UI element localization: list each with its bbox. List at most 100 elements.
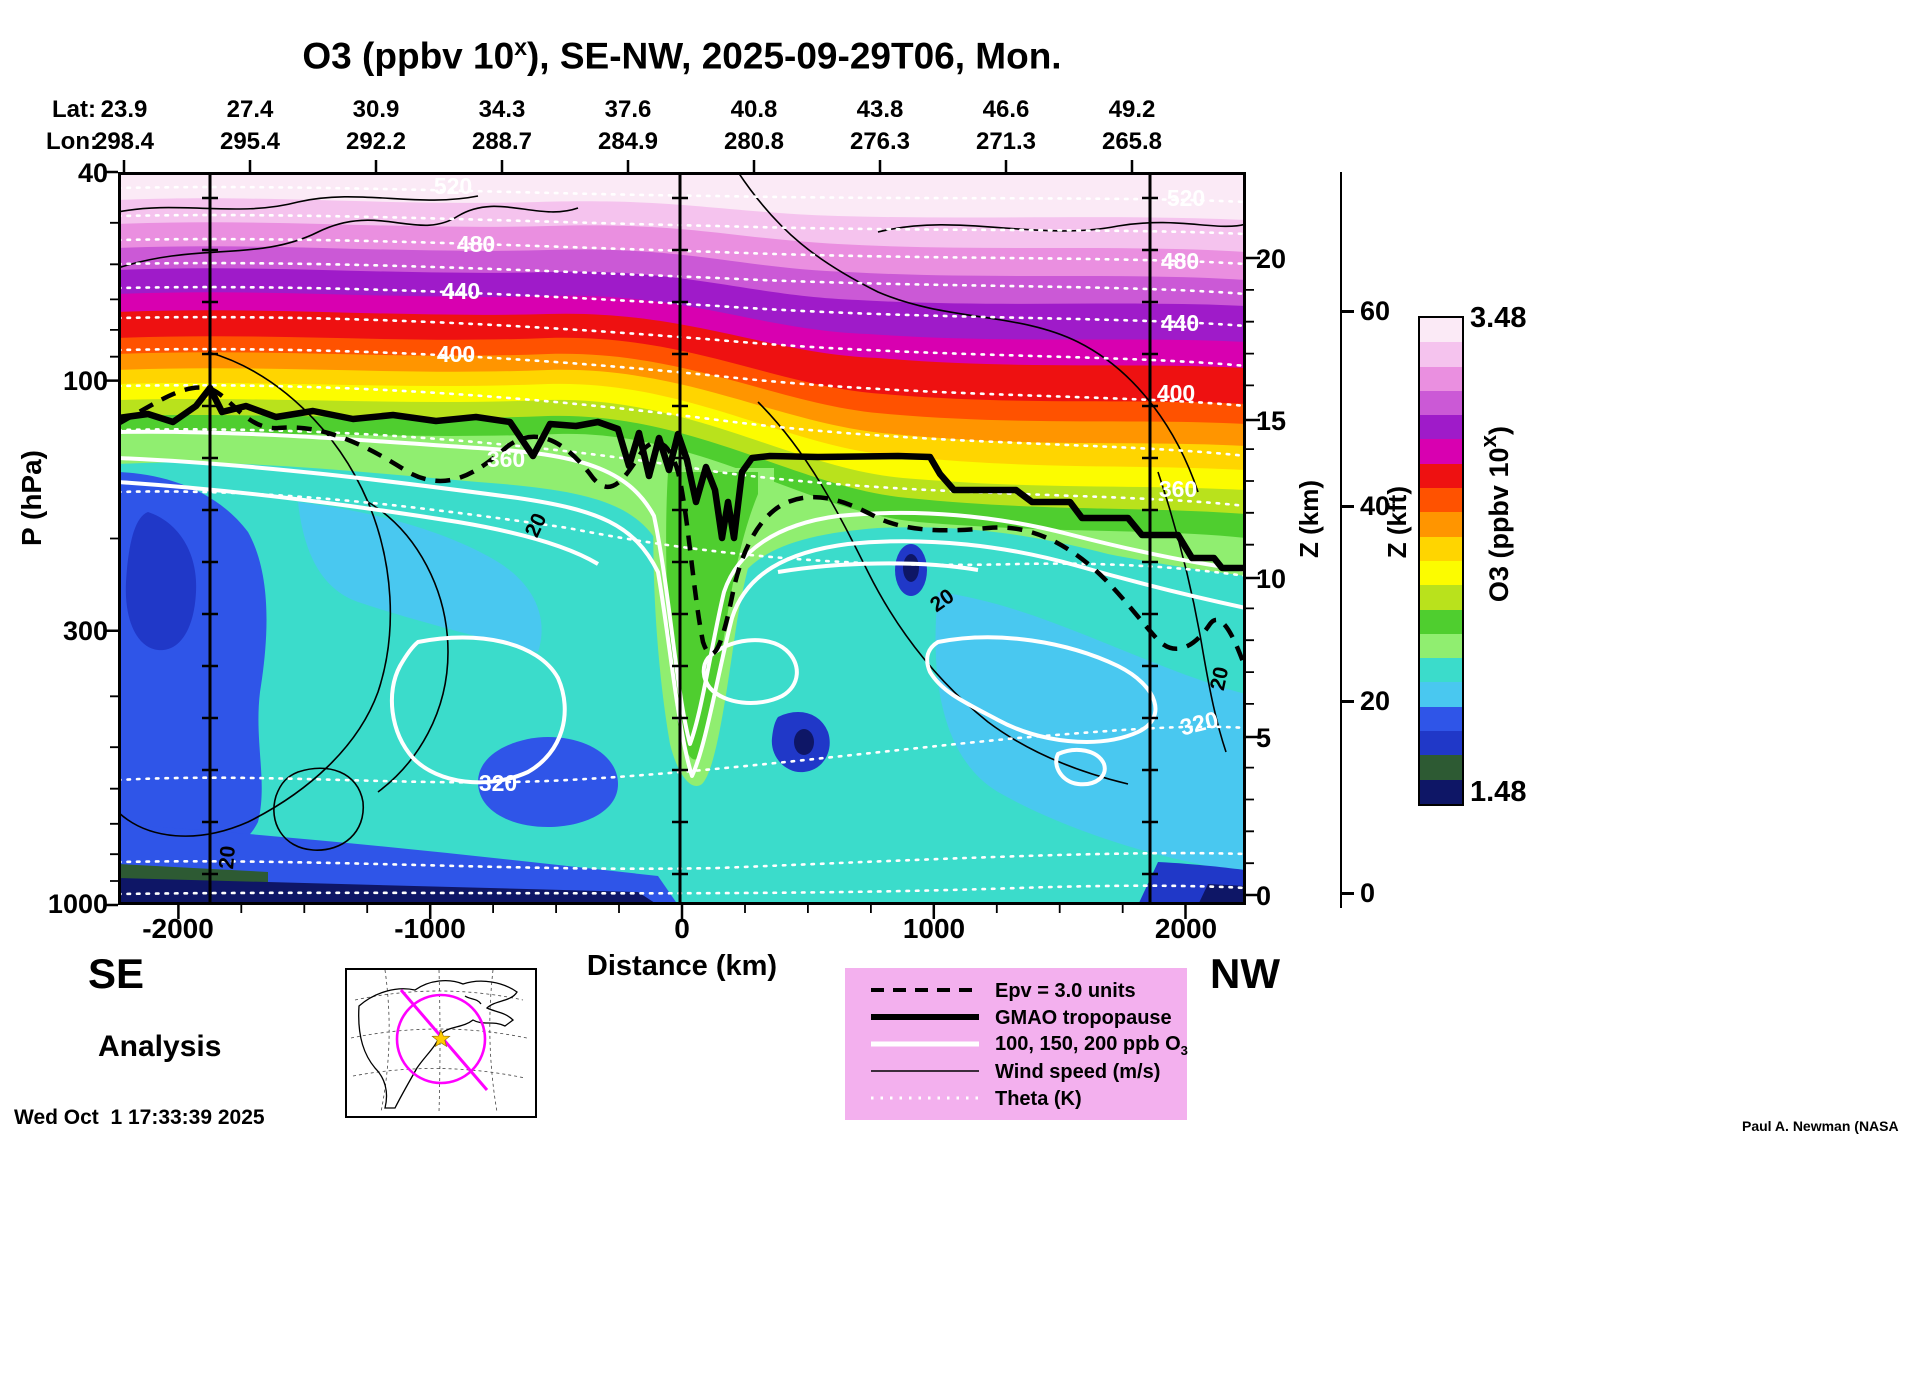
corner-se-label: SE (88, 950, 145, 997)
zkft-tick: 40 (1360, 491, 1391, 521)
colorbar-swatch (1420, 488, 1462, 513)
epv-line-sample-icon (869, 983, 981, 1001)
colorbar-swatch (1420, 755, 1462, 780)
theta-label-480: 480 (457, 231, 495, 257)
colorbar-swatch (1420, 585, 1462, 610)
lat-value: 37.6 (604, 96, 652, 123)
o3-contours (118, 429, 1246, 787)
pressure-tick: 300 (62, 616, 108, 646)
lon-value: 295.4 (219, 128, 281, 155)
colorbar-swatch (1420, 560, 1462, 586)
colorbar-swatch (1420, 633, 1462, 659)
map-coastline (358, 979, 518, 1109)
lon-value: 271.3 (975, 128, 1037, 155)
map-location-star-icon (431, 1029, 451, 1048)
colorbar-label-post: ) (1484, 426, 1514, 435)
theta-label-400: 400 (437, 341, 475, 367)
cross-section-plot: 520 520 480 480 440 440 400 400 360 360 … (104, 160, 1260, 919)
epv-contour-line (118, 385, 1246, 671)
colorbar-swatch (1420, 779, 1462, 804)
lon-value: 292.2 (345, 128, 407, 155)
colorbar-label-sup: x (1476, 435, 1501, 448)
colorbar-label-pre: O3 (ppbv 10 (1484, 447, 1514, 603)
tropopause-line-sample-icon (869, 1010, 981, 1028)
pressure-tick: 1000 (47, 889, 108, 919)
tropopause-line (118, 384, 1246, 572)
wind-label-20: 20 (215, 845, 240, 870)
theta-label-520: 520 (1167, 185, 1205, 211)
lon-value: 298.4 (93, 128, 155, 155)
contour-fill-layer (118, 172, 1246, 905)
colorbar-swatch (1420, 682, 1462, 707)
wind-label-20: 20 (1206, 665, 1233, 693)
zkm-tick: 15 (1256, 406, 1287, 436)
pressure-tick: 40 (77, 158, 108, 188)
legend-label-wind: Wind speed (m/s) (995, 1061, 1161, 1083)
zkft-tick-mark (1342, 700, 1354, 703)
colorbar-swatch (1420, 415, 1462, 440)
legend-row-tropopause: GMAO tropopause (845, 1005, 1187, 1032)
lon-value: 284.9 (597, 128, 659, 155)
timestamp: Wed Oct 1 17:33:39 2025 (14, 1106, 265, 1129)
lon-row-label: Lon: (46, 128, 98, 155)
zkm-axis-label: Z (km) (1294, 480, 1324, 558)
zkm-tick: 5 (1256, 723, 1272, 753)
lon-value: 276.3 (849, 128, 911, 155)
colorbar-swatch (1420, 390, 1462, 416)
theta-label-400: 400 (1157, 380, 1195, 406)
colorbar-swatch (1420, 463, 1462, 489)
colorbar-swatch (1420, 609, 1462, 634)
legend-label-tropopause: GMAO tropopause (995, 1007, 1172, 1029)
pressure-axis-label: P (hPa) (16, 450, 47, 546)
credit: Paul A. Newman (NASA (1742, 1118, 1899, 1134)
zkft-tick-mark (1342, 892, 1354, 895)
page-title: O3 (ppbv 10x), SE-NW, 2025-09-29T06, Mon… (118, 34, 1246, 77)
lon-value: 280.8 (723, 128, 785, 155)
zkft-axis-label: Z (kft) (1382, 486, 1412, 559)
wind-line-sample-icon (869, 1064, 981, 1082)
colorbar-label: O3 (ppbv 10x) (1476, 426, 1515, 602)
zkm-tick: 10 (1256, 564, 1287, 594)
legend-label-epv: Epv = 3.0 units (995, 980, 1136, 1002)
zkft-tick: 20 (1360, 686, 1391, 716)
distance-tick: 0 (674, 913, 690, 944)
zkft-axis-line (1340, 172, 1342, 908)
lat-value: 34.3 (478, 96, 526, 123)
legend-row-theta: Theta (K) (845, 1086, 1187, 1113)
zkm-tick: 20 (1256, 244, 1287, 274)
legend-row-o3-contours: 100, 150, 200 ppb O3 (845, 1032, 1188, 1059)
zkft-tick: 0 (1360, 878, 1376, 908)
theta-label-440: 440 (1161, 310, 1199, 336)
colorbar-swatch (1420, 366, 1462, 391)
map-graticule (350, 969, 528, 1113)
lat-value: 49.2 (1108, 96, 1156, 123)
legend-label-o3-sub: 3 (1180, 1043, 1188, 1058)
lat-value: 30.9 (352, 96, 400, 123)
zkft-tick-mark (1342, 310, 1354, 313)
colorbar-swatches (1418, 316, 1464, 806)
colorbar-swatch (1420, 658, 1462, 683)
lat-value: 23.9 (100, 96, 148, 123)
lat-value: 40.8 (730, 96, 778, 123)
theta-label-520: 520 (434, 173, 472, 199)
colorbar-swatch (1420, 318, 1462, 343)
zkft-tick: 60 (1360, 296, 1391, 326)
colorbar-max: 3.48 (1470, 302, 1527, 334)
colorbar-swatch (1420, 731, 1462, 756)
plot-frame (104, 160, 1260, 919)
theta-label-360: 360 (1159, 476, 1197, 502)
lon-value: 265.8 (1101, 128, 1163, 155)
lon-row: Lon: 298.4 295.4 292.2 288.7 284.9 280.8… (0, 128, 1926, 158)
legend-row-wind: Wind speed (m/s) (845, 1059, 1187, 1086)
colorbar-swatch (1420, 512, 1462, 537)
lat-row: Lat: 23.9 27.4 30.9 34.3 37.6 40.8 43.8 … (0, 96, 1926, 126)
analysis-label: Analysis (98, 1030, 222, 1063)
lat-value: 46.6 (982, 96, 1030, 123)
legend-label-o3-pre: 100, 150, 200 ppb O (995, 1033, 1181, 1055)
theta-contours (118, 185, 1246, 896)
theta-label-320: 320 (479, 770, 517, 796)
legend: Epv = 3.0 units GMAO tropopause 100, 150… (845, 968, 1188, 1120)
lat-row-label: Lat: (52, 96, 96, 123)
legend-row-epv: Epv = 3.0 units (845, 978, 1187, 1005)
